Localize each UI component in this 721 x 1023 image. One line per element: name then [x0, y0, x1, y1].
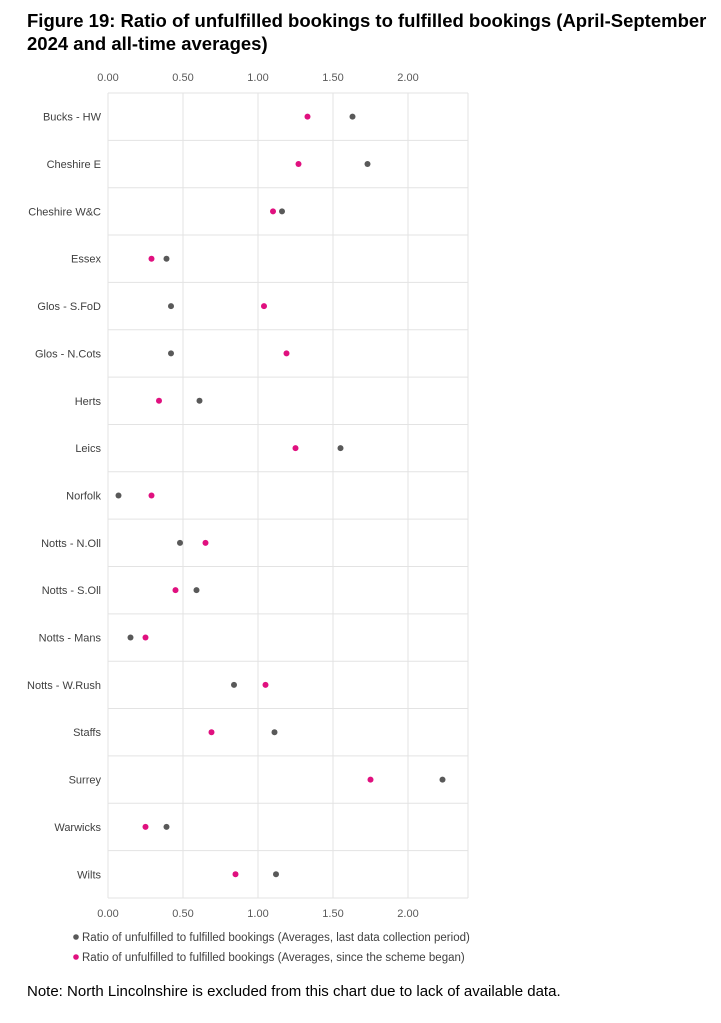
category-label: Glos - N.Cots	[35, 348, 102, 360]
category-label: Staffs	[73, 727, 101, 739]
point-since-began	[142, 634, 149, 641]
point-since-began	[295, 161, 302, 168]
point-since-began	[172, 587, 179, 594]
point-last-period	[273, 871, 279, 878]
point-last-period	[271, 729, 278, 736]
point-since-began	[270, 208, 276, 215]
point-last-period	[196, 397, 203, 404]
point-last-period	[337, 445, 344, 452]
legend-marker	[73, 934, 79, 940]
point-since-began	[283, 350, 290, 357]
point-last-period	[163, 823, 170, 830]
x-tick-label-bottom: 0.00	[97, 908, 118, 920]
category-label: Warwicks	[54, 822, 101, 834]
point-since-began	[292, 445, 299, 452]
x-tick-label-top: 2.00	[397, 72, 418, 84]
x-tick-label-bottom: 1.00	[247, 908, 268, 920]
point-last-period	[177, 539, 183, 546]
category-label: Notts - S.Oll	[42, 585, 101, 597]
point-last-period	[279, 208, 285, 215]
category-label: Notts - Mans	[39, 633, 102, 645]
category-label: Notts - W.Rush	[27, 680, 101, 692]
x-tick-label-top: 1.00	[247, 72, 268, 84]
legend-label: Ratio of unfulfilled to fulfilled bookin…	[82, 952, 465, 964]
point-since-began	[142, 823, 149, 830]
category-label: Notts - N.Oll	[41, 538, 101, 550]
x-tick-label-top: 0.00	[97, 72, 118, 84]
point-since-began	[208, 729, 215, 736]
point-since-began	[304, 113, 311, 120]
x-tick-label-top: 0.50	[172, 72, 193, 84]
point-last-period	[364, 161, 371, 168]
category-label: Cheshire E	[47, 159, 101, 171]
legend-label: Ratio of unfulfilled to fulfilled bookin…	[82, 932, 470, 944]
point-since-began	[232, 871, 239, 878]
x-tick-label-top: 1.50	[322, 72, 343, 84]
legend-marker	[73, 954, 79, 960]
point-last-period	[439, 776, 446, 783]
point-last-period	[193, 587, 200, 594]
category-label: Glos - S.FoD	[37, 301, 101, 313]
point-last-period	[349, 113, 356, 120]
point-since-began	[148, 492, 155, 499]
category-label: Wilts	[77, 869, 101, 881]
point-last-period	[231, 681, 237, 688]
point-last-period	[168, 350, 174, 357]
category-label: Cheshire W&C	[28, 206, 101, 218]
point-last-period	[127, 634, 134, 641]
point-last-period	[163, 255, 170, 262]
point-since-began	[202, 539, 209, 546]
x-tick-label-bottom: 0.50	[172, 908, 193, 920]
point-since-began	[367, 776, 374, 783]
point-since-began	[262, 681, 269, 688]
category-label: Leics	[75, 443, 101, 455]
x-tick-label-bottom: 2.00	[397, 908, 418, 920]
category-label: Surrey	[69, 775, 102, 787]
figure-title: Figure 19: Ratio of unfulfilled bookings…	[27, 10, 707, 54]
category-label: Norfolk	[66, 490, 101, 502]
category-label: Essex	[71, 254, 101, 266]
x-tick-label-bottom: 1.50	[322, 908, 343, 920]
category-label: Bucks - HW	[43, 112, 102, 124]
point-last-period	[115, 492, 122, 499]
point-since-began	[261, 303, 267, 310]
point-since-began	[156, 397, 162, 404]
chart-note: Note: North Lincolnshire is excluded fro…	[27, 983, 561, 1000]
point-since-began	[148, 255, 155, 262]
category-label: Herts	[75, 396, 102, 408]
point-last-period	[168, 303, 174, 310]
